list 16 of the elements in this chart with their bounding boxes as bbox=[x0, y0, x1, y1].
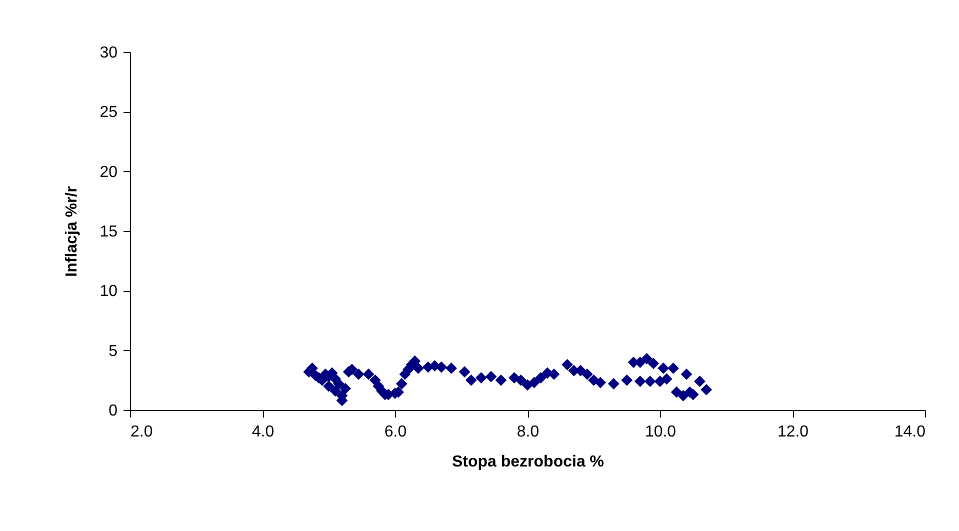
y-tick-label: 15 bbox=[100, 224, 118, 240]
x-tick-label: 10.0 bbox=[644, 424, 676, 440]
y-tick-label: 10 bbox=[100, 283, 118, 300]
y-tick-label: 0 bbox=[108, 402, 118, 420]
y-tick-label: 20 bbox=[100, 164, 118, 181]
y-tick-label: 5 bbox=[108, 342, 118, 360]
y-tick-label: 30 bbox=[100, 44, 118, 62]
x-tick-label: 4.0 bbox=[252, 424, 274, 440]
x-tick-label: 2.0 bbox=[130, 424, 153, 440]
x-tick-label: 14.0 bbox=[894, 424, 926, 440]
x-axis-title: Stopa bezrobocia % bbox=[452, 454, 604, 470]
x-tick-label: 12.0 bbox=[777, 424, 809, 440]
x-tick-label: 6.0 bbox=[384, 424, 407, 440]
y-axis-title: Inflacja %r/r bbox=[64, 186, 81, 277]
y-tick-label: 25 bbox=[100, 104, 118, 122]
x-tick-label: 8.0 bbox=[516, 424, 540, 440]
